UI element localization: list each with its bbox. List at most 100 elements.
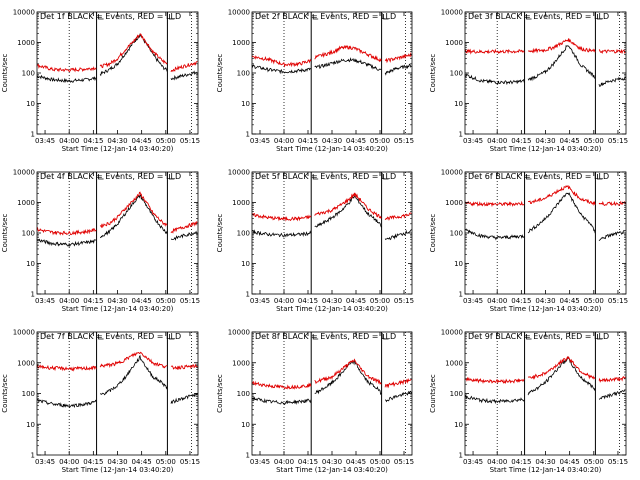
y-tick-label: 10 (241, 100, 250, 108)
y-axis-title: Counts/sec (216, 374, 224, 413)
plot-frame (464, 331, 627, 456)
x-tick-label: 05:00 (156, 137, 176, 145)
y-tick-label: 10 (454, 421, 463, 429)
x-tick-label: 04:15 (511, 458, 531, 466)
interval-marker (383, 14, 389, 20)
x-tick-label: 04:00 (59, 137, 79, 145)
y-tick-label: 10 (454, 100, 463, 108)
events-series-line (251, 195, 412, 241)
x-tick-label: 03:45 (35, 137, 55, 145)
interval-marker (98, 334, 104, 340)
x-tick-label: 04:45 (132, 297, 152, 305)
y-tick-label: 10 (26, 100, 35, 108)
x-axis-title: Start Time (12-Jan-14 03:40:20) (276, 145, 388, 153)
x-tick-label: 03:45 (463, 297, 483, 305)
y-tick-label: 1000 (232, 199, 250, 207)
y-tick-label: 10000 (228, 329, 250, 337)
y-tick-label: 1 (459, 452, 463, 460)
panel-3: Det 3f BLACK = Events, RED = LLD 1 10 100 10… (429, 9, 628, 154)
lld-series-line (251, 192, 412, 222)
x-tick-label: 04:45 (132, 137, 152, 145)
y-tick-label: 10000 (228, 169, 250, 177)
y-tick-label: 10000 (13, 329, 35, 337)
events-series-line (36, 194, 198, 248)
y-tick-label: 100 (450, 230, 463, 238)
events-series-line (251, 57, 412, 76)
panel-2: Det 2f BLACK = Events, RED = LLD 1 10 100 10… (216, 9, 414, 154)
y-tick-label: 100 (237, 70, 250, 78)
y-tick-label: 10 (241, 260, 250, 268)
x-tick-label: 04:00 (487, 137, 507, 145)
panel-title: Det 3f BLACK = Events, RED = LLD (468, 12, 609, 21)
y-tick-label: 100 (22, 230, 35, 238)
x-tick-label: 03:45 (250, 458, 270, 466)
x-tick-label: 04:30 (535, 297, 555, 305)
interval-marker (98, 14, 104, 20)
y-tick-label: 1000 (445, 39, 463, 47)
panel-title: Det 6f BLACK = Events, RED = LLD (468, 172, 609, 181)
y-tick-label: 10000 (13, 169, 35, 177)
interval-marker (169, 334, 175, 340)
plot-frame (251, 331, 413, 456)
y-tick-label: 10000 (441, 9, 463, 17)
interval-marker (312, 334, 319, 340)
plot-frame (464, 171, 627, 295)
x-axis-title: Start Time (12-Jan-14 03:40:20) (490, 466, 602, 474)
y-tick-label: 100 (450, 390, 463, 398)
panel-7: Det 7f BLACK = Events, RED = LLD 1 10 100 10… (1, 329, 200, 475)
y-axis-title: Counts/sec (429, 54, 437, 93)
plot-frame (251, 11, 413, 135)
x-tick-label: 04:00 (59, 458, 79, 466)
plot-frame (36, 11, 199, 135)
events-series-line (464, 44, 626, 87)
x-tick-label: 05:15 (608, 297, 628, 305)
x-tick-label: 05:15 (394, 297, 414, 305)
x-tick-label: 04:30 (535, 458, 555, 466)
x-tick-label: 04:00 (59, 297, 79, 305)
panel-title: Det 1f BLACK = Events, RED = LLD (40, 12, 181, 21)
x-tick-label: 05:15 (608, 458, 628, 466)
x-tick-label: 04:30 (322, 137, 342, 145)
interval-marker (597, 174, 603, 180)
lld-series-line (36, 33, 198, 73)
y-tick-label: 10000 (441, 329, 463, 337)
lld-series-line (464, 38, 626, 55)
x-tick-label: 04:30 (535, 137, 555, 145)
interval-marker (383, 334, 389, 340)
y-tick-label: 1 (246, 131, 250, 139)
lld-series-line (251, 44, 412, 68)
x-tick-label: 04:45 (560, 458, 580, 466)
x-tick-label: 04:45 (560, 297, 580, 305)
panel-title: Det 4f BLACK = Events, RED = LLD (40, 172, 181, 181)
y-tick-label: 10 (26, 421, 35, 429)
x-tick-label: 03:45 (35, 297, 55, 305)
y-tick-label: 1000 (17, 359, 35, 367)
panel-8: Det 8f BLACK = Events, RED = LLD 1 10 100 10… (216, 329, 414, 475)
plot-frame (251, 171, 413, 295)
y-axis-title: Counts/sec (1, 374, 9, 413)
y-tick-label: 1 (246, 452, 250, 460)
y-tick-label: 100 (450, 70, 463, 78)
x-tick-label: 03:45 (463, 458, 483, 466)
x-tick-label: 05:15 (394, 458, 414, 466)
x-tick-label: 05:00 (370, 137, 390, 145)
x-tick-label: 04:15 (511, 137, 531, 145)
y-tick-label: 1 (31, 131, 35, 139)
y-axis-title: Counts/sec (429, 214, 437, 253)
y-axis-title: Counts/sec (1, 214, 9, 253)
y-axis-title: Counts/sec (216, 54, 224, 93)
x-tick-label: 04:30 (107, 297, 127, 305)
x-tick-label: 04:45 (560, 137, 580, 145)
y-axis-title: Counts/sec (216, 214, 224, 253)
interval-marker (312, 174, 319, 180)
interval-marker (169, 14, 175, 20)
lld-series-line (36, 351, 198, 372)
events-series-line (464, 192, 626, 242)
y-tick-label: 1 (31, 291, 35, 299)
x-tick-label: 04:30 (322, 458, 342, 466)
panel-6: Det 6f BLACK = Events, RED = LLD 1 10 100 10… (429, 169, 628, 314)
y-tick-label: 100 (22, 390, 35, 398)
x-tick-label: 05:00 (584, 458, 604, 466)
x-tick-label: 04:00 (274, 137, 294, 145)
x-tick-label: 04:15 (83, 297, 103, 305)
